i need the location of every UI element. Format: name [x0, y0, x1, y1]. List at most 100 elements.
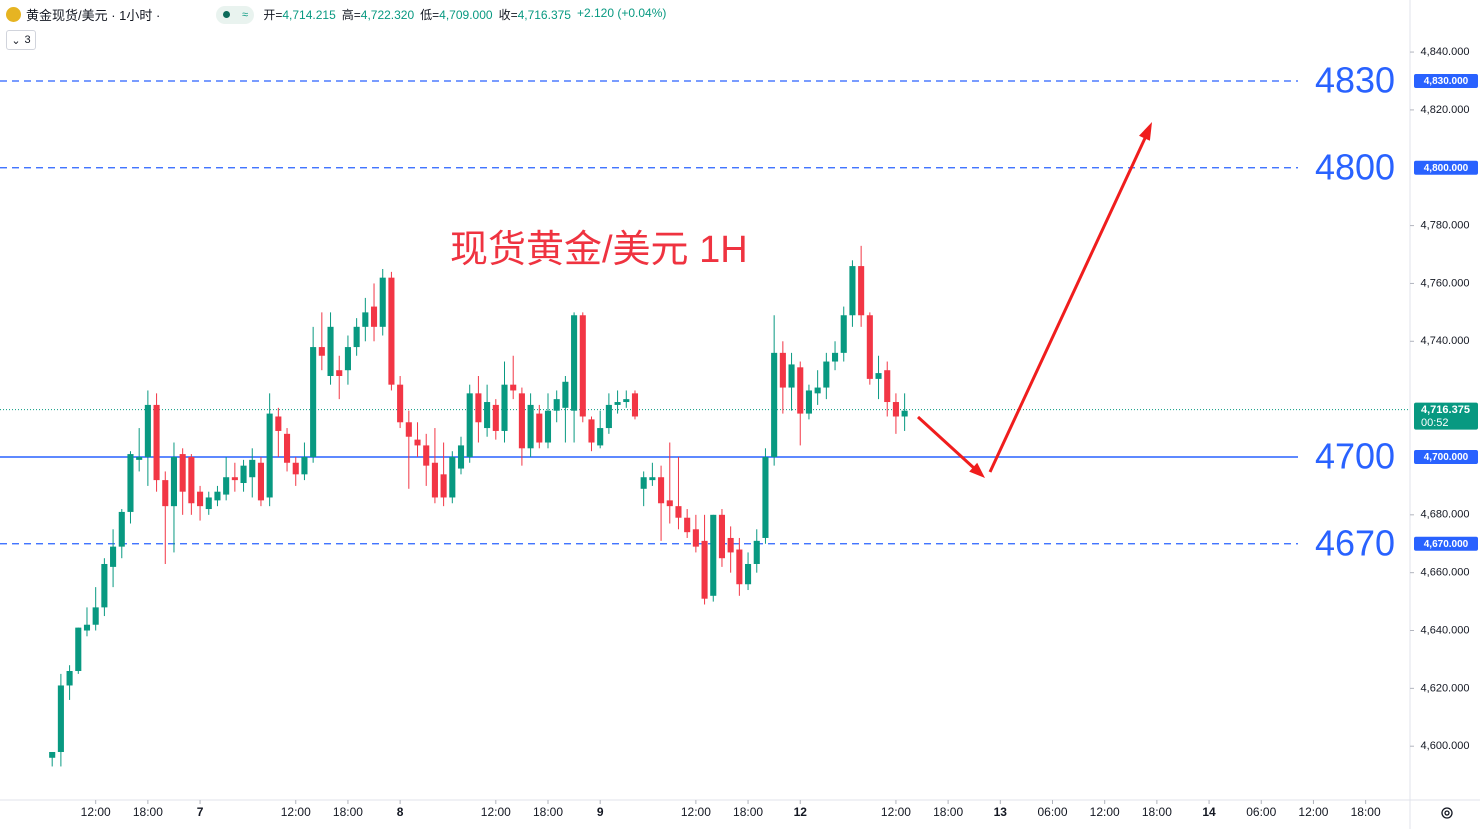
candle-body	[83, 624, 91, 631]
candle-body	[866, 315, 873, 379]
quote-value: 4,709.000	[439, 8, 493, 22]
candle-body	[823, 361, 830, 388]
x-tick-label: 12:00	[1298, 805, 1328, 819]
candle-body	[562, 381, 569, 408]
x-tick-label: 13	[994, 805, 1008, 819]
candle-body	[884, 370, 891, 403]
candle-body	[318, 347, 325, 356]
x-tick-label: 18:00	[133, 805, 163, 819]
x-tick-label: 9	[597, 805, 604, 819]
settings-icon[interactable]	[1441, 807, 1453, 819]
candle-body	[588, 419, 595, 443]
candle-body	[353, 326, 360, 348]
candle-body	[301, 456, 308, 475]
candle-body	[49, 751, 56, 758]
candle-body	[527, 404, 534, 449]
candle-body	[144, 404, 151, 457]
candle-body	[214, 491, 221, 501]
level-tag	[1414, 449, 1478, 464]
quote-item: 开=4,714.215	[263, 6, 335, 23]
x-tick-label: 12:00	[1090, 805, 1120, 819]
candle-body	[718, 514, 726, 559]
candle-body	[110, 546, 117, 567]
candle-body	[658, 477, 665, 504]
candle-body	[745, 563, 752, 585]
candle-body	[188, 456, 195, 504]
level-value: 4670	[1315, 522, 1395, 563]
candle-body	[397, 384, 404, 423]
candle-body	[275, 416, 282, 431]
candle-body	[649, 477, 656, 481]
candle-body	[440, 474, 447, 498]
candle-body	[414, 439, 421, 446]
candle-body	[675, 506, 682, 518]
y-tick-label: 4,620.000	[1421, 682, 1470, 694]
candle-body	[327, 326, 334, 376]
candle-body	[431, 462, 438, 498]
y-tick-label: 4,760.000	[1421, 277, 1470, 289]
x-tick-label: 18:00	[533, 805, 563, 819]
level-tag	[1414, 536, 1478, 551]
level-tag	[1414, 73, 1478, 88]
candle-body	[344, 347, 351, 371]
candle-body	[249, 459, 256, 478]
candle-body	[849, 266, 856, 316]
candle-body	[571, 315, 578, 411]
candle-body	[623, 399, 630, 403]
candle-body	[92, 607, 99, 625]
level-tag-label: 4,830.000	[1424, 76, 1469, 87]
status-pill[interactable]: ≈	[216, 5, 255, 24]
candle-body	[805, 390, 812, 414]
candle-body	[788, 364, 795, 388]
y-tick-label: 4,780.000	[1421, 220, 1470, 232]
symbol[interactable]: 黄金现货/美元 · 1小时 ·	[26, 8, 161, 23]
last-price-tag	[1414, 402, 1478, 430]
candle-body	[370, 306, 378, 327]
x-tick-label: 12:00	[281, 805, 311, 819]
candle-body	[762, 456, 769, 538]
candle-body	[127, 454, 134, 512]
y-tick-label: 4,820.000	[1421, 104, 1470, 116]
candle-body	[597, 428, 604, 446]
candle-body	[75, 627, 82, 672]
candles	[49, 245, 908, 767]
candle-body	[692, 529, 699, 547]
candle-body	[779, 352, 786, 388]
candle-body	[66, 671, 73, 686]
candle-body	[388, 277, 395, 385]
candle-body	[753, 540, 760, 564]
candle-body	[631, 393, 639, 417]
candle-body	[423, 445, 430, 466]
candle-body	[284, 433, 291, 463]
candle-body	[544, 410, 552, 443]
annotation-title: 现货黄金/美元 1H	[450, 229, 748, 271]
candle-body	[266, 413, 273, 498]
candle-body	[240, 465, 247, 484]
candle-body	[892, 402, 899, 417]
candle-body	[101, 563, 108, 608]
quote-key: 高=	[341, 8, 361, 22]
candle-body	[231, 477, 238, 481]
candle-body	[257, 462, 264, 501]
candle-body	[118, 511, 125, 547]
candle-body	[727, 537, 734, 553]
candle-body	[901, 410, 908, 417]
x-tick-label: 8	[397, 805, 404, 819]
quote: 开=4,714.215 高=4,722.320 低=4,709.000 收=4,716…	[263, 6, 666, 23]
x-tick-label: 12:00	[681, 805, 711, 819]
plot	[0, 80, 1410, 767]
candle-body	[640, 477, 647, 489]
candle-body	[814, 387, 821, 394]
indicator-badge[interactable]: ⌄ 3	[6, 30, 36, 50]
x-tick-label: 18:00	[933, 805, 963, 819]
candle-body	[179, 454, 186, 492]
last-price-countdown: 00:52	[1421, 417, 1449, 429]
last-price-label: 4,716.375	[1421, 404, 1470, 416]
y-tick-label: 4,660.000	[1421, 567, 1470, 579]
candle-body	[205, 497, 212, 510]
candle-body	[858, 266, 865, 316]
candle-body	[310, 347, 317, 457]
candle-body	[510, 384, 517, 391]
